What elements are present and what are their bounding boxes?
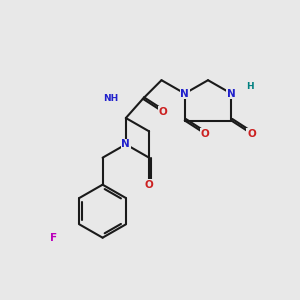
Text: NH: NH [103, 94, 118, 103]
Text: O: O [247, 128, 256, 139]
Text: N: N [122, 140, 130, 149]
Text: O: O [159, 107, 167, 117]
Text: N: N [180, 88, 189, 98]
Text: H: H [246, 82, 254, 91]
Text: O: O [145, 180, 154, 190]
Text: O: O [200, 128, 209, 139]
Text: N: N [227, 88, 236, 98]
Text: F: F [50, 233, 57, 243]
